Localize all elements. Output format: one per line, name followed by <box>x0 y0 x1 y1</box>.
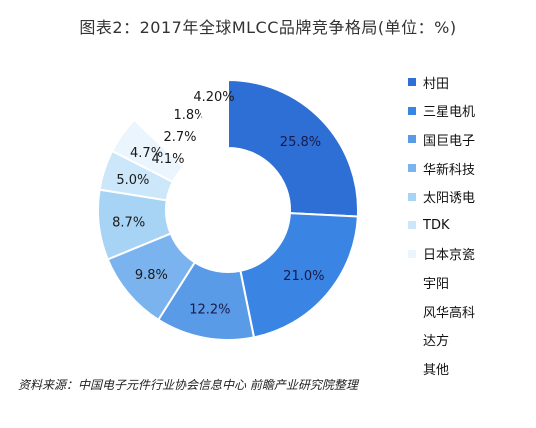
legend-swatch <box>408 164 416 173</box>
legend-swatch <box>408 192 416 201</box>
legend-item-5: 太阳诱电 <box>408 182 533 211</box>
legend-item-9: 风华高科 <box>408 297 533 326</box>
donut-slice-11 <box>192 78 229 152</box>
legend-label: 其他 <box>423 362 450 378</box>
data-label-2: 21.0% <box>283 269 324 284</box>
legend-swatch <box>408 221 416 230</box>
legend-swatch <box>408 249 416 258</box>
legend-label: 村田 <box>423 76 450 92</box>
legend-item-10: 达方 <box>408 325 533 354</box>
data-label-8: 4.1% <box>151 152 184 167</box>
legend-label: 华新科技 <box>423 162 476 178</box>
legend-label: 风华高科 <box>423 305 476 321</box>
legend-label: 太阳诱电 <box>423 191 476 207</box>
data-label-11: 4.20% <box>193 90 234 105</box>
data-label-10: 1.8% <box>173 108 206 123</box>
legend-swatch <box>408 307 416 315</box>
donut-slice-2 <box>239 212 359 339</box>
legend-swatch <box>408 106 416 115</box>
data-label-6: 5.0% <box>116 173 149 188</box>
legend-swatch <box>408 78 416 87</box>
chart-legend: 村田三星电机国巨电子华新科技太阳诱电 TDK 日本京瓷宇阳风华高科达方其他 <box>408 68 533 383</box>
data-label-7: 4.7% <box>130 146 163 161</box>
legend-item-2: 三星电机 <box>408 97 533 126</box>
legend-item-6: TDK <box>408 211 533 240</box>
legend-swatch <box>408 364 416 372</box>
data-label-4: 9.8% <box>135 268 168 283</box>
legend-label: 达方 <box>423 334 450 350</box>
legend-swatch <box>408 336 416 344</box>
legend-label: 日本京瓷 <box>423 248 476 264</box>
legend-item-1: 村田 <box>408 68 533 97</box>
legend-item-11: 其他 <box>408 354 533 383</box>
legend-item-4: 华新科技 <box>408 154 533 183</box>
legend-label: 国巨电子 <box>423 133 476 149</box>
source-note: 资料来源：中国电子元件行业协会信息中心 前瞻产业研究院整理 <box>18 378 358 392</box>
data-label-5: 8.7% <box>112 216 145 231</box>
data-label-1: 25.8% <box>280 135 321 150</box>
legend-swatch <box>408 278 416 286</box>
donut-slice-1 <box>227 78 359 218</box>
legend-item-7: 日本京瓷 <box>408 240 533 269</box>
legend-label: 宇阳 <box>423 276 450 292</box>
legend-label: 三星电机 <box>423 105 476 121</box>
legend-item-8: 宇阳 <box>408 268 533 297</box>
data-label-9: 2.7% <box>163 130 196 145</box>
legend-label: TDK <box>423 217 450 233</box>
legend-item-3: 国巨电子 <box>408 125 533 154</box>
legend-swatch <box>408 135 416 144</box>
data-label-3: 12.2% <box>189 302 230 317</box>
chart-title: 图表2：2017年全球MLCC品牌竞争格局(单位：%) <box>79 18 457 37</box>
